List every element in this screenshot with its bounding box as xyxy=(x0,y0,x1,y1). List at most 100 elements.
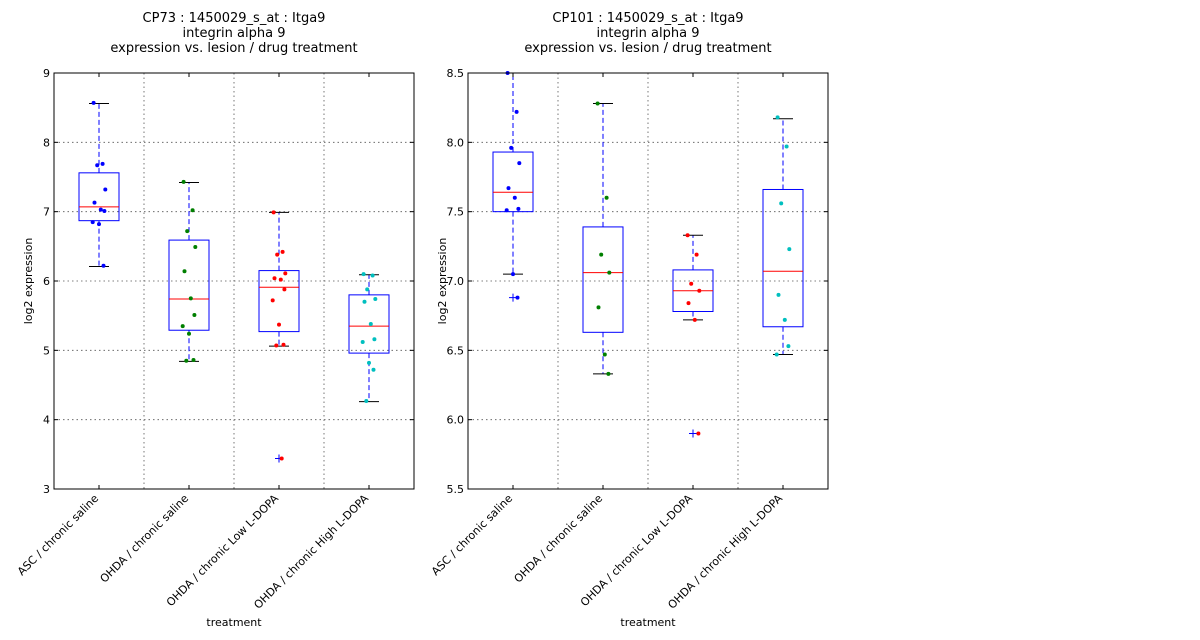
data-point xyxy=(509,145,514,150)
data-point xyxy=(192,312,197,317)
y-tick-label: 7.0 xyxy=(447,275,465,288)
y-tick-label: 6 xyxy=(43,275,50,288)
data-point xyxy=(786,344,791,349)
data-point xyxy=(607,270,612,275)
box-4 xyxy=(762,115,804,357)
y-tick-label: 4 xyxy=(43,414,50,427)
data-point xyxy=(102,208,107,213)
y-tick-label: 7.5 xyxy=(447,206,465,219)
y-tick-label: 8 xyxy=(43,136,50,149)
box-1 xyxy=(78,100,120,268)
data-point xyxy=(182,269,187,274)
data-point xyxy=(185,229,190,234)
data-point xyxy=(275,252,280,257)
data-point xyxy=(274,343,279,348)
data-point xyxy=(373,297,378,302)
data-point xyxy=(365,287,370,292)
chart-title-line: expression vs. lesion / drug treatment xyxy=(110,41,357,56)
data-point xyxy=(372,337,377,342)
chart-title-line: CP101 : 1450029_s_at : Itga9 xyxy=(552,11,743,26)
data-point xyxy=(92,200,97,205)
data-point xyxy=(787,247,792,252)
box-2 xyxy=(168,179,210,363)
y-tick-label: 5.5 xyxy=(447,483,465,496)
data-point xyxy=(692,317,697,322)
data-point xyxy=(187,331,191,336)
data-point xyxy=(367,360,371,365)
data-point xyxy=(774,352,779,357)
data-point xyxy=(512,195,517,200)
data-point xyxy=(272,276,277,281)
y-tick-label: 3 xyxy=(43,483,50,496)
x-tick-label: ASC / chronic saline xyxy=(429,492,515,578)
data-point xyxy=(91,100,96,105)
data-point xyxy=(694,252,699,257)
y-tick-label: 7 xyxy=(43,206,50,219)
y-tick-label: 6.5 xyxy=(447,344,465,357)
data-point xyxy=(504,208,509,213)
y-axis-label: log2 expression xyxy=(436,238,449,325)
box-body xyxy=(348,294,390,354)
data-point xyxy=(184,358,189,363)
y-tick-label: 8.5 xyxy=(447,67,465,80)
data-point xyxy=(278,277,283,282)
data-point xyxy=(604,195,609,200)
data-point xyxy=(599,252,604,257)
y-tick-label: 5 xyxy=(43,344,50,357)
data-point xyxy=(696,431,701,436)
data-point xyxy=(775,115,780,120)
box-body xyxy=(762,188,804,328)
box-4 xyxy=(348,272,390,403)
data-point xyxy=(516,206,521,211)
box-3 xyxy=(258,210,300,463)
x-tick-label: OHDA / chronic saline xyxy=(98,492,192,586)
data-point xyxy=(281,342,286,347)
chart-title-line: integrin alpha 9 xyxy=(597,26,700,41)
y-tick-label: 8.0 xyxy=(447,136,465,149)
data-point xyxy=(511,272,515,277)
x-axis-label: treatment xyxy=(620,616,676,629)
data-point xyxy=(362,299,367,304)
data-point xyxy=(515,295,520,300)
data-point xyxy=(606,371,611,376)
data-point xyxy=(779,201,784,206)
data-point xyxy=(361,272,366,277)
data-point xyxy=(181,179,186,184)
outlier-marker xyxy=(689,429,697,438)
data-point xyxy=(364,398,369,403)
data-point xyxy=(370,273,375,278)
data-point xyxy=(689,281,694,286)
data-point xyxy=(191,358,196,363)
data-point xyxy=(193,245,198,250)
y-tick-label: 9 xyxy=(43,67,50,80)
data-point xyxy=(517,161,522,166)
data-point xyxy=(277,322,281,327)
data-point xyxy=(282,287,287,292)
chart-title-line: CP73 : 1450029_s_at : Itga9 xyxy=(143,11,326,26)
data-point xyxy=(90,220,95,225)
data-point xyxy=(180,324,185,329)
box-1 xyxy=(492,71,534,302)
data-point xyxy=(776,292,781,297)
data-point xyxy=(368,321,373,326)
box-3 xyxy=(672,233,714,438)
data-point xyxy=(190,208,195,213)
x-tick-label: ASC / chronic saline xyxy=(15,492,101,578)
data-point xyxy=(685,233,690,238)
box-body xyxy=(78,172,120,222)
data-point xyxy=(782,317,787,322)
data-point xyxy=(103,187,108,192)
data-point xyxy=(188,296,193,301)
x-tick-label: OHDA / chronic saline xyxy=(512,492,606,586)
data-point xyxy=(270,298,275,303)
box-body xyxy=(168,239,210,331)
data-point xyxy=(95,163,100,168)
data-point xyxy=(279,456,284,461)
data-point xyxy=(371,367,376,372)
y-axis-label: log2 expression xyxy=(22,238,35,325)
data-point xyxy=(506,186,511,191)
data-point xyxy=(360,340,365,345)
chart-title-line: expression vs. lesion / drug treatment xyxy=(524,41,771,56)
